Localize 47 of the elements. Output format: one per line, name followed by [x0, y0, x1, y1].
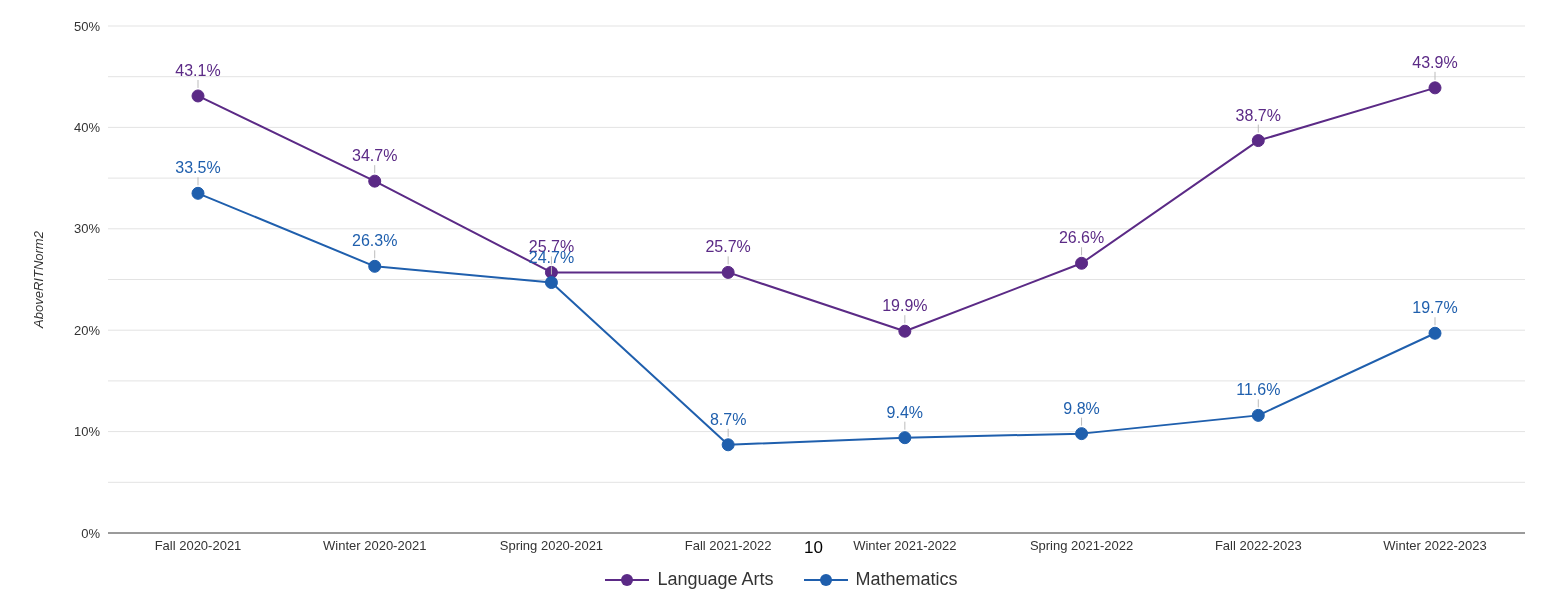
x-tick-label: Fall 2022-2023 — [1214, 538, 1302, 554]
data-label: 9.8% — [1063, 399, 1100, 417]
x-tick-label: Winter 2020-2021 — [323, 538, 427, 554]
data-label: 25.7% — [705, 238, 751, 256]
data-label: 19.9% — [882, 297, 928, 315]
point — [721, 438, 735, 452]
point — [898, 431, 912, 445]
y-tick-label: 50% — [73, 18, 101, 34]
point — [898, 324, 912, 338]
data-label: 8.7% — [709, 410, 747, 428]
y-tick-label: 40% — [73, 120, 101, 136]
data-label: 19.7% — [1412, 299, 1458, 317]
point — [1428, 326, 1442, 340]
text: 10 — [804, 538, 823, 558]
x-tick-label: Winter 2021-2022 — [853, 538, 957, 554]
y-tick-label: 10% — [73, 424, 101, 440]
point — [191, 186, 205, 200]
y-axis-title: AboveRITNorm2 — [30, 230, 46, 329]
point — [1251, 134, 1265, 148]
point — [721, 265, 735, 279]
point — [191, 89, 205, 103]
x-tick-label: Fall 2020-2021 — [154, 538, 242, 554]
y-tick-label: 30% — [73, 221, 101, 237]
y-tick-label: 0% — [81, 525, 101, 541]
data-label: 11.6% — [1236, 381, 1281, 399]
point — [1075, 256, 1089, 270]
data-label: 26.6% — [1058, 229, 1105, 247]
x-tick-label: Fall 2021-2022 — [684, 538, 772, 554]
data-label: 43.1% — [175, 61, 221, 79]
data-label: 26.3% — [352, 232, 398, 250]
point — [1428, 81, 1442, 95]
data-label: 34.7% — [352, 147, 398, 165]
data-label: 43.9% — [1412, 53, 1458, 71]
y-tick-label: 20% — [73, 322, 101, 338]
x-tick-label: Spring 2020-2021 — [499, 538, 604, 554]
point — [368, 259, 382, 273]
legend-label: Language Arts — [656, 569, 774, 590]
point — [544, 276, 558, 290]
point — [368, 174, 382, 188]
point — [1075, 427, 1089, 441]
x-tick-label: Winter 2022-2023 — [1383, 538, 1487, 554]
data-label: 38.7% — [1235, 106, 1281, 124]
x-tick-label: Spring 2021-2022 — [1029, 538, 1134, 554]
point — [1251, 408, 1265, 422]
data-label: 33.5% — [175, 159, 221, 177]
data-label: 9.4% — [886, 403, 924, 421]
legend-label: Mathematics — [854, 569, 958, 590]
